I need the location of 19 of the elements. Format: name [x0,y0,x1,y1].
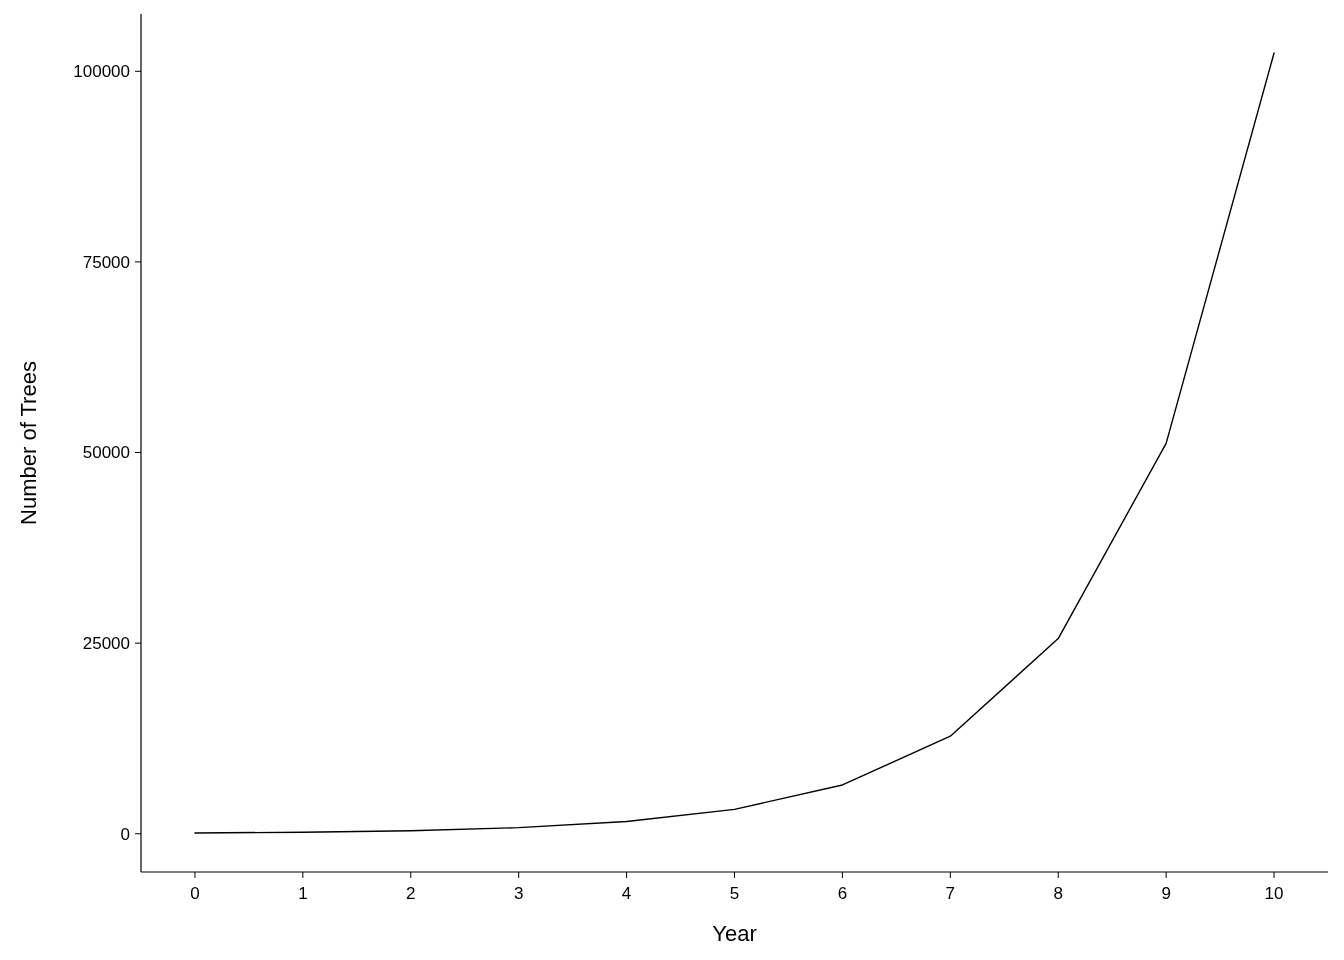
y-tick-label: 0 [120,824,130,844]
x-tick-label: 4 [621,884,632,903]
x-tick-label: 10 [1264,884,1284,903]
x-tick-label: 0 [190,884,200,903]
x-tick-label: 1 [298,884,308,903]
x-axis-title: Year [712,921,757,946]
x-tick-label: 6 [837,884,848,903]
x-tick-label: 3 [513,884,524,903]
line-series [194,52,1275,834]
y-tick-label: 100000 [73,62,130,82]
y-axis-title: Number of Trees [16,361,41,525]
y-tick-label: 75000 [82,252,130,272]
y-tick-label: 25000 [82,634,130,654]
x-tick-label: 7 [945,884,956,903]
y-tick-label: 50000 [82,443,130,463]
x-tick-label: 8 [1053,884,1063,903]
x-tick-label: 9 [1161,884,1171,903]
x-tick-label: 5 [729,884,740,903]
x-tick-label: 2 [406,884,416,903]
